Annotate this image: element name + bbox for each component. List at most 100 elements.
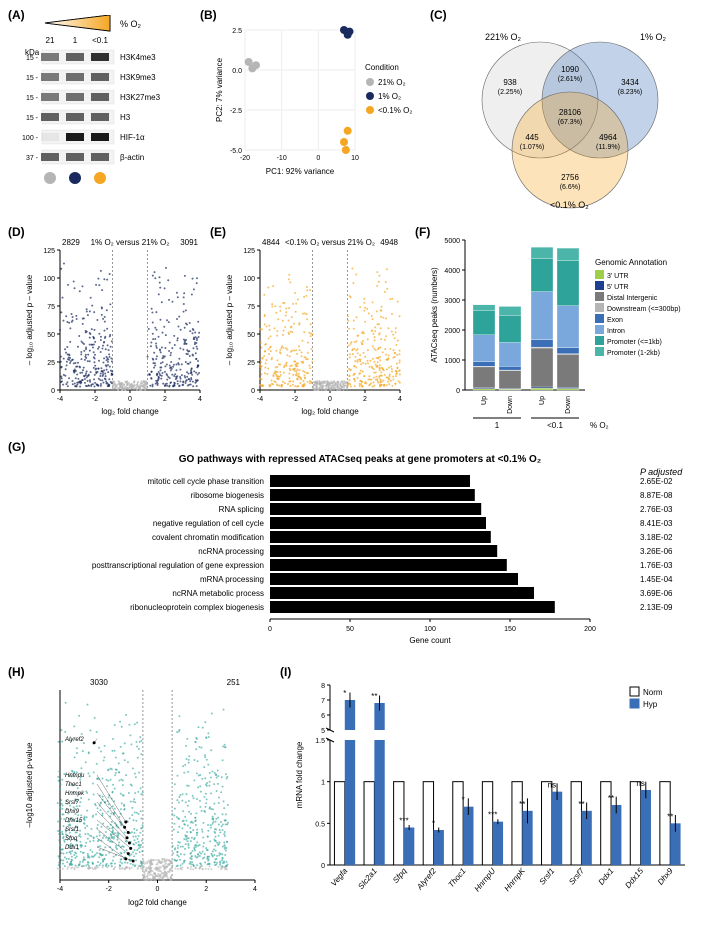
svg-text:75: 75 bbox=[47, 304, 55, 311]
panel-g: GO pathways with repressed ATACseq peaks… bbox=[20, 450, 700, 655]
svg-text:Slc2a1: Slc2a1 bbox=[356, 867, 379, 892]
svg-text:ATACseq peaks (numbers): ATACseq peaks (numbers) bbox=[430, 267, 439, 363]
svg-text:-2: -2 bbox=[92, 396, 98, 403]
svg-text:Srsf1: Srsf1 bbox=[65, 827, 79, 833]
svg-text:0: 0 bbox=[128, 396, 132, 403]
svg-text:125: 125 bbox=[43, 248, 55, 255]
svg-text:1: 1 bbox=[495, 421, 500, 430]
svg-text:(6.6%): (6.6%) bbox=[560, 184, 581, 191]
svg-text:covalent chromatin modificatio: covalent chromatin modification bbox=[152, 533, 264, 542]
svg-text:-5.0: -5.0 bbox=[230, 148, 242, 155]
panel-c: 221% O₂1% O₂<0.1% O₂938(2.25%)3434(8.23%… bbox=[440, 10, 700, 210]
svg-text:100: 100 bbox=[43, 276, 55, 283]
svg-text:3' UTR: 3' UTR bbox=[607, 273, 629, 280]
svg-text:***: *** bbox=[399, 817, 408, 826]
svg-text:-4: -4 bbox=[57, 886, 63, 893]
svg-text:221% O₂: 221% O₂ bbox=[485, 32, 522, 42]
svg-text:0: 0 bbox=[316, 155, 320, 162]
svg-text:1.45E-04: 1.45E-04 bbox=[640, 575, 673, 584]
svg-text:1% O₂: 1% O₂ bbox=[378, 92, 401, 101]
svg-text:GO pathways with repressed ATA: GO pathways with repressed ATACseq peaks… bbox=[179, 454, 541, 465]
svg-text:3000: 3000 bbox=[444, 298, 460, 305]
svg-text:1000: 1000 bbox=[444, 358, 460, 365]
panel-i: 567800.511.5mRNA fold changeNormHyp*Vegf… bbox=[290, 675, 700, 920]
svg-text:2756: 2756 bbox=[561, 173, 579, 182]
svg-text:3.26E-06: 3.26E-06 bbox=[640, 547, 673, 556]
svg-text:2.5: 2.5 bbox=[232, 28, 242, 35]
svg-text:4844: 4844 bbox=[262, 238, 280, 247]
svg-text:5000: 5000 bbox=[444, 238, 460, 245]
svg-text:% O₂: % O₂ bbox=[590, 421, 609, 430]
svg-text:(67.3%): (67.3%) bbox=[558, 119, 583, 126]
svg-text:0: 0 bbox=[51, 388, 55, 395]
svg-text:100: 100 bbox=[424, 626, 436, 633]
svg-text:15 -: 15 - bbox=[26, 95, 39, 102]
svg-text:mRNA fold change: mRNA fold change bbox=[295, 741, 304, 808]
svg-text:0: 0 bbox=[321, 863, 325, 870]
svg-text:2.13E-09: 2.13E-09 bbox=[640, 603, 673, 612]
svg-text:-4: -4 bbox=[257, 396, 263, 403]
svg-text:ncRNA metabolic process: ncRNA metabolic process bbox=[172, 589, 264, 598]
svg-text:Thoc1: Thoc1 bbox=[65, 782, 82, 788]
svg-text:251: 251 bbox=[227, 678, 241, 687]
svg-text:37 -: 37 - bbox=[26, 155, 39, 162]
svg-text:Exon: Exon bbox=[607, 317, 623, 324]
svg-text:0: 0 bbox=[268, 626, 272, 633]
panel-d: 1% O₂ versus 21% O₂28293091-4-2024025507… bbox=[20, 235, 215, 425]
svg-text:3.69E-06: 3.69E-06 bbox=[640, 589, 673, 598]
svg-text:**: ** bbox=[667, 812, 673, 821]
svg-text:<0.1% O₂ versus 21% O₂: <0.1% O₂ versus 21% O₂ bbox=[285, 238, 375, 247]
svg-text:(2.61%): (2.61%) bbox=[558, 76, 583, 83]
svg-text:445: 445 bbox=[525, 133, 539, 142]
svg-text:4948: 4948 bbox=[380, 238, 398, 247]
svg-text:Srsf1: Srsf1 bbox=[538, 867, 557, 887]
svg-text:100: 100 bbox=[243, 276, 255, 283]
svg-text:Dhx15: Dhx15 bbox=[65, 818, 83, 824]
svg-text:**: ** bbox=[519, 800, 525, 809]
svg-text:200: 200 bbox=[584, 626, 596, 633]
svg-text:8: 8 bbox=[321, 683, 325, 690]
svg-text:1% O₂ versus 21% O₂: 1% O₂ versus 21% O₂ bbox=[91, 238, 170, 247]
svg-text:Vegfa: Vegfa bbox=[329, 866, 349, 888]
svg-text:21% O₂: 21% O₂ bbox=[378, 78, 406, 87]
svg-text:28106: 28106 bbox=[559, 108, 582, 117]
svg-text:PC1: 92% variance: PC1: 92% variance bbox=[266, 167, 335, 176]
svg-text:posttranscriptional regulation: posttranscriptional regulation of gene e… bbox=[92, 561, 264, 570]
svg-text:% O₂: % O₂ bbox=[120, 19, 142, 29]
svg-text:ribosome biogenesis: ribosome biogenesis bbox=[191, 491, 264, 500]
svg-text:ns: ns bbox=[548, 781, 556, 790]
svg-text:938: 938 bbox=[503, 78, 517, 87]
svg-text:Thoc1: Thoc1 bbox=[446, 867, 467, 890]
svg-text:75: 75 bbox=[247, 304, 255, 311]
svg-text:Downstream (<=300bp): Downstream (<=300bp) bbox=[607, 306, 681, 313]
svg-text:Alyref2: Alyref2 bbox=[415, 866, 439, 892]
svg-text:4: 4 bbox=[398, 396, 402, 403]
svg-text:8.41E-03: 8.41E-03 bbox=[640, 519, 673, 528]
svg-text:HnrnpK: HnrnpK bbox=[502, 866, 527, 893]
svg-text:10: 10 bbox=[351, 155, 359, 162]
svg-text:5: 5 bbox=[321, 728, 325, 735]
svg-text:2.76E-03: 2.76E-03 bbox=[640, 505, 673, 514]
svg-text:Condition: Condition bbox=[365, 63, 399, 72]
svg-text:2: 2 bbox=[204, 886, 208, 893]
svg-text:ncRNA processing: ncRNA processing bbox=[198, 547, 264, 556]
svg-text:Ddx15: Ddx15 bbox=[623, 866, 645, 890]
svg-text:Down: Down bbox=[507, 396, 514, 414]
svg-text:-2: -2 bbox=[106, 886, 112, 893]
svg-text:Norm: Norm bbox=[643, 688, 663, 697]
svg-text:7: 7 bbox=[321, 698, 325, 705]
svg-text:(8.23%): (8.23%) bbox=[618, 89, 643, 96]
svg-text:21: 21 bbox=[46, 36, 55, 45]
svg-text:15 -: 15 - bbox=[26, 75, 39, 82]
svg-text:4000: 4000 bbox=[444, 268, 460, 275]
svg-text:ns: ns bbox=[636, 779, 644, 788]
svg-text:Ddx1: Ddx1 bbox=[65, 845, 79, 851]
svg-text:<0.1: <0.1 bbox=[547, 421, 563, 430]
svg-text:Hyp: Hyp bbox=[643, 700, 658, 709]
panel-f: 010002000300040005000ATACseq peaks (numb… bbox=[425, 230, 705, 430]
svg-text:Hnmpu: Hnmpu bbox=[65, 773, 85, 779]
svg-text:HIF-1α: HIF-1α bbox=[120, 133, 145, 142]
svg-text:H3: H3 bbox=[120, 113, 131, 122]
svg-text:log₂ fold change: log₂ fold change bbox=[301, 407, 359, 416]
svg-text:-2.5: -2.5 bbox=[230, 108, 242, 115]
